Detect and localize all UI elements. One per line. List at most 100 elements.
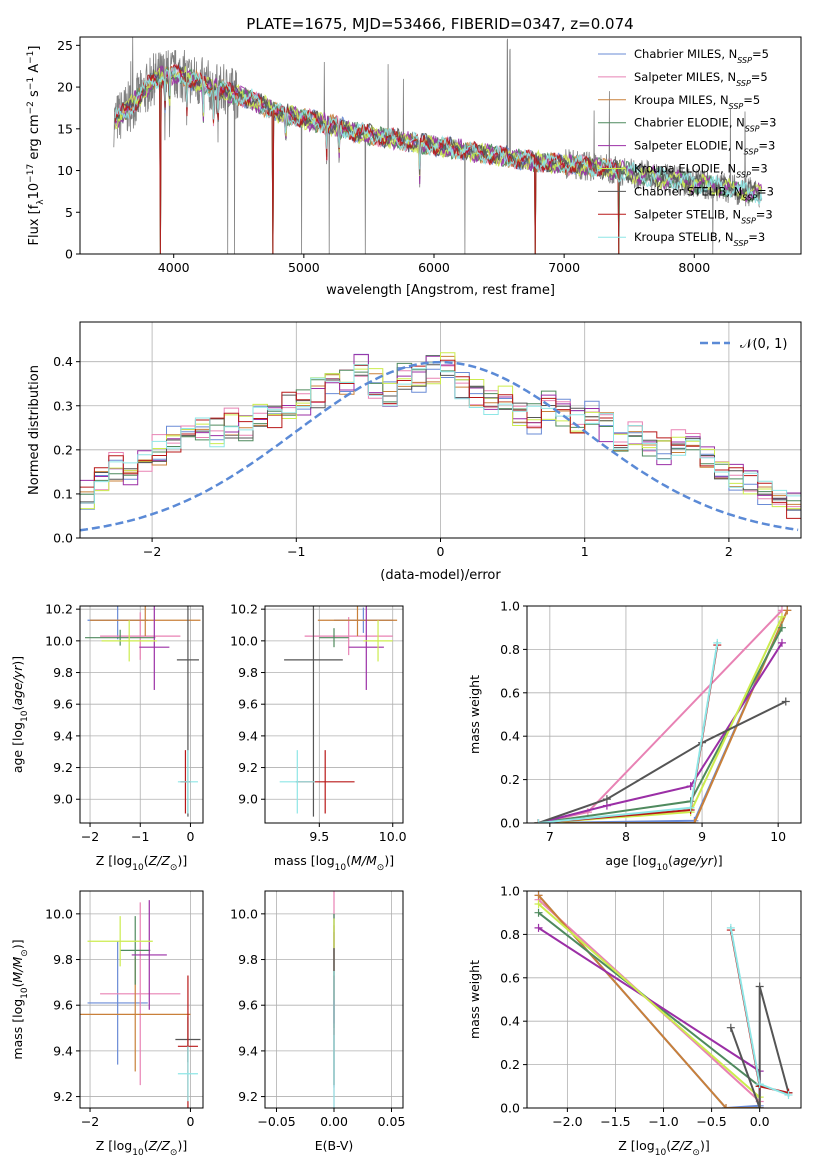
legend-label: Salpeter MILES, NSSP=5 (634, 70, 768, 88)
weight-line (537, 894, 760, 1108)
y-tick-label: 10.2 (45, 602, 73, 617)
x-tick-label: 6000 (418, 260, 450, 275)
x-tick-label: 8000 (678, 260, 710, 275)
x-tick-label: 7 (546, 829, 554, 844)
weight-marker (686, 803, 695, 812)
y-tick-label: 0.8 (500, 927, 520, 942)
legend-label: Chabrier STELIB, NSSP=3 (634, 184, 774, 202)
weight-line (538, 609, 783, 823)
y-tick-label: 0.3 (53, 398, 73, 413)
figure-title: PLATE=1675, MJD=53466, FIBERID=0347, z=0… (246, 15, 633, 33)
x-axis-label: Z [log10(Z/Z⊙)] (618, 1138, 709, 1158)
weight-marker (690, 819, 699, 823)
y-tick-label: 9.8 (238, 665, 258, 680)
y-tick-label: 0.4 (500, 1014, 520, 1029)
panel-residual_histogram: −2 −1 0 1 2 0.0 0.1 0.2 0.3 0.4 𝒩(0, 1) (data-model… (27, 321, 802, 583)
y-axis-label: mass weight (467, 675, 482, 754)
weight-marker (777, 612, 786, 621)
weight-series-4 (534, 623, 786, 823)
y-tick-label: 0.0 (500, 816, 520, 831)
y-axis-label: Normed distribution (27, 365, 42, 495)
legend: 𝒩(0, 1) (700, 337, 787, 352)
x-tick-label: 0 (186, 829, 194, 844)
panel-age_vs_mass: 9.5 10.0 9.0 9.2 9.4 9.6 9.8 10.0 10.2 mass [log1… (230, 602, 407, 873)
y-tick-label: 5 (65, 205, 73, 220)
y-tick-label: 9.2 (238, 1089, 258, 1104)
y-tick-label: 0.0 (53, 531, 73, 546)
weight-line (537, 927, 761, 1108)
errorbar-point-6 (101, 620, 157, 662)
x-tick-label: −0.5 (696, 1114, 726, 1129)
histogram-7 (80, 364, 801, 511)
y-tick-label: 15 (57, 121, 73, 136)
x-tick-label: 10 (770, 829, 786, 844)
panel-weight_vs_age: 7 8 9 10 0.0 0.2 0.4 0.6 0.8 1.0 age [log10(age/yr… (467, 599, 802, 873)
y-tick-label: 9.6 (238, 998, 258, 1013)
y-tick-label: 0 (65, 247, 73, 262)
x-tick-label: −2 (81, 829, 99, 844)
y-tick-label: 10.0 (230, 633, 258, 648)
y-tick-label: 9.8 (53, 665, 73, 680)
x-tick-label: 9 (698, 829, 706, 844)
weight-marker (726, 923, 735, 932)
plot-area (85, 606, 201, 817)
weight-marker (722, 1104, 731, 1108)
model-line-7 (114, 62, 763, 254)
errorbar-point-5 (131, 900, 167, 1010)
weight-series-8 (534, 641, 722, 823)
y-tick-label: 9.8 (238, 952, 258, 967)
weight-marker (755, 1104, 764, 1108)
y-tick-label: 0.6 (500, 685, 520, 700)
normal-reference-curve (80, 360, 799, 532)
x-tick-label: 8 (622, 829, 630, 844)
x-tick-label: −1.5 (600, 1114, 630, 1129)
legend-label: Salpeter ELODIE, NSSP=3 (634, 139, 775, 157)
x-axis-label: Z [log10(Z/Z⊙)] (96, 853, 187, 873)
x-tick-label: −1 (287, 544, 305, 559)
y-tick-label: 10.0 (45, 906, 73, 921)
panel-weight_vs_Z: −2.0 −1.5 −1.0 −0.5 0.0 0.0 0.2 0.4 0.6 0.8 1.0 Z [… (467, 884, 802, 1158)
axes-frame (264, 605, 404, 824)
weight-line (729, 986, 790, 1108)
errorbar-point-4 (120, 916, 151, 985)
x-tick-label: 0 (437, 544, 445, 559)
plot-area (113, 37, 763, 254)
x-axis-label: E(B-V) (315, 1138, 354, 1153)
weight-marker (783, 606, 792, 615)
legend-label: 𝒩(0, 1) (740, 337, 787, 352)
model-line-9 (114, 67, 763, 205)
y-tick-label: 9.4 (53, 1043, 73, 1058)
y-tick-label: 0.2 (53, 442, 73, 457)
y-tick-label: 9.6 (238, 697, 258, 712)
errorbar-point-9 (279, 750, 315, 814)
panel-mass_vs_Z: −2 0 9.2 9.4 9.6 9.8 10.0 Z [log10(Z/Z⊙)] mass [… (10, 890, 204, 1158)
x-tick-label: −2 (81, 1114, 99, 1129)
weight-line (537, 898, 761, 1108)
weight-series-6 (534, 900, 764, 1108)
y-tick-label: 9.2 (53, 1089, 73, 1104)
y-axis-label: mass weight (467, 960, 482, 1039)
weight-series-5 (534, 638, 786, 823)
legend-label: Kroupa MILES, NSSP=5 (634, 93, 760, 111)
weight-series-7 (534, 697, 790, 823)
legend-label: Salpeter STELIB, NSSP=3 (634, 207, 773, 225)
errorbar-point-3 (90, 606, 201, 637)
weight-series-5 (534, 923, 764, 1108)
y-tick-label: 10 (57, 163, 73, 178)
axes-frame (79, 605, 204, 824)
x-tick-label: 4000 (158, 260, 190, 275)
x-axis-label: (data-model)/error (380, 568, 501, 583)
weight-line (538, 642, 719, 823)
weight-marker (534, 819, 543, 823)
weight-marker (534, 891, 543, 900)
weight-line (538, 609, 789, 823)
weight-marker (755, 1080, 764, 1089)
plot-area (80, 900, 201, 1108)
y-tick-label: 10.0 (230, 906, 258, 921)
x-tick-label: −1 (131, 829, 149, 844)
y-tick-label: 9.6 (53, 697, 73, 712)
y-tick-label: 9.6 (53, 998, 73, 1013)
plot-area (534, 606, 792, 823)
x-tick-label: −2 (143, 544, 161, 559)
y-tick-label: 9.4 (53, 728, 73, 743)
